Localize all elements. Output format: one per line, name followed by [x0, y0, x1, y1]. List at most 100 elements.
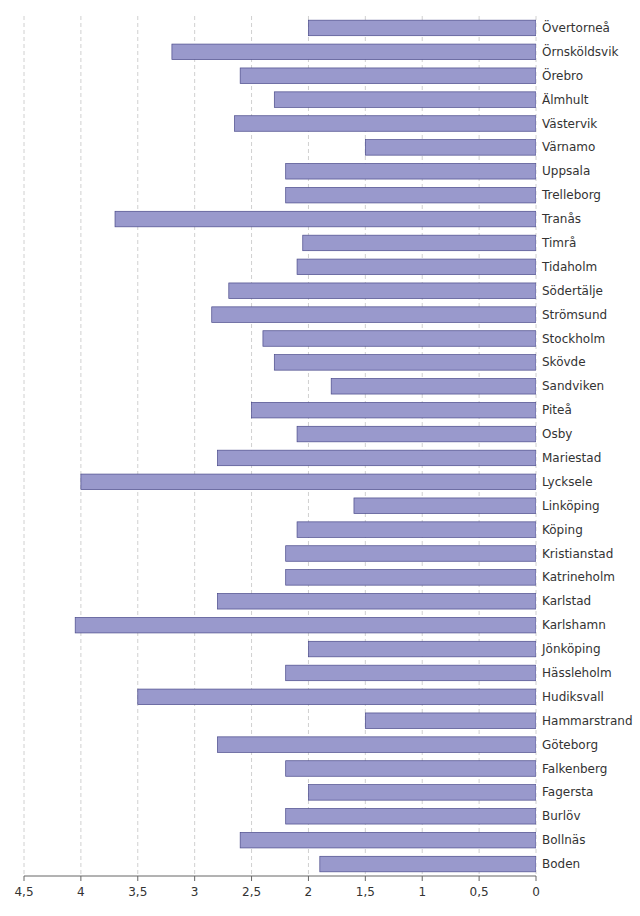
bar [234, 116, 536, 132]
category-label: Skövde [542, 355, 586, 369]
category-label: Uppsala [542, 164, 590, 178]
bar [286, 570, 536, 586]
category-label: Karlshamn [542, 618, 606, 632]
chart-svg: 4,5 4 3,5 3 2,5 2 1,5 1 0,5 0 Övertorneå Örnsköldsv… [0, 0, 640, 916]
bar [286, 164, 536, 180]
chart-container: 4,5 4 3,5 3 2,5 2 1,5 1 0,5 0 Övertorneå Örnsköldsv… [0, 0, 640, 916]
tick-mark [479, 876, 480, 881]
tick-mark [137, 876, 138, 881]
tick-mark [422, 876, 423, 881]
tick-label: 2,5 [242, 885, 261, 899]
category-label: Falkenberg [542, 762, 607, 776]
bar [252, 402, 536, 418]
category-label: Katrineholm [542, 570, 615, 584]
tick-mark [80, 876, 81, 881]
category-label: Örebro [542, 67, 583, 83]
tick-mark [308, 876, 309, 881]
tick-label: 3 [191, 885, 199, 899]
tick-label: 0 [532, 885, 540, 899]
bar [81, 474, 536, 490]
bar [320, 856, 536, 872]
category-label: Timrå [541, 236, 576, 250]
category-label: Sandviken [542, 379, 604, 393]
bar [217, 450, 536, 466]
category-label: Karlstad [542, 594, 591, 608]
x-axis: 4,5 4 3,5 3 2,5 2 1,5 1 0,5 0 [14, 876, 539, 899]
category-label: Boden [542, 857, 580, 871]
category-label: Västervik [542, 117, 597, 131]
bar [75, 617, 536, 633]
tick-mark [365, 876, 366, 881]
bar [308, 641, 536, 657]
category-label: Hässleholm [542, 666, 612, 680]
bar [274, 92, 536, 108]
tick-mark [536, 876, 537, 881]
category-label: Göteborg [542, 738, 598, 752]
bar [229, 283, 536, 299]
tick-label: 2 [305, 885, 313, 899]
category-label: Osby [542, 427, 572, 441]
tick-label: 1,5 [356, 885, 375, 899]
tick-mark [194, 876, 195, 881]
tick-label: 4 [77, 885, 85, 899]
category-label: Hammarstrand [542, 714, 633, 728]
axis-line [24, 876, 536, 877]
grid-line [194, 16, 195, 876]
grid-line [24, 16, 25, 876]
bar [212, 307, 536, 323]
bar [286, 761, 536, 777]
category-label: Piteå [542, 403, 572, 417]
grid-line [137, 16, 138, 876]
tick-mark [24, 876, 25, 881]
tick-mark [251, 876, 252, 881]
category-label: Burlöv [542, 809, 581, 823]
category-label: Mariestad [542, 451, 601, 465]
tick-label: 3,5 [128, 885, 147, 899]
bar [263, 331, 536, 347]
bar [217, 737, 536, 753]
bar [297, 522, 536, 538]
category-label: Värnamo [542, 140, 595, 154]
bar [365, 140, 536, 156]
bar [115, 211, 536, 227]
bar [286, 665, 536, 681]
bar [240, 832, 536, 848]
category-label: Älmhult [542, 92, 589, 107]
category-label: Bollnäs [542, 833, 585, 847]
bar [297, 259, 536, 275]
category-label: Örnsköldsvik [542, 43, 619, 59]
bars [75, 20, 536, 872]
bar [274, 355, 536, 371]
bar [172, 44, 536, 60]
bar [138, 689, 536, 705]
category-label: Lycksele [542, 475, 593, 489]
category-label: Hudiksvall [542, 690, 604, 704]
bar [308, 20, 536, 36]
tick-label: 0,5 [470, 885, 489, 899]
category-label: Strömsund [542, 308, 607, 322]
tick-label: 4,5 [14, 885, 33, 899]
bar [303, 235, 536, 251]
bar [286, 187, 536, 203]
bar [308, 785, 536, 801]
bar [331, 379, 536, 395]
category-label: Stockholm [542, 332, 605, 346]
y-axis: Övertorneå Örnsköldsvik Örebro Älmhult Väste… [541, 19, 633, 871]
category-label: Södertälje [542, 284, 603, 298]
bar [354, 498, 536, 514]
grid [24, 16, 536, 876]
bar [286, 546, 536, 562]
tick-label: 1 [418, 885, 426, 899]
category-label: Köping [542, 523, 583, 537]
category-label: Kristianstad [542, 547, 613, 561]
category-label: Tranås [541, 212, 581, 226]
bar [297, 426, 536, 442]
category-label: Jönköping [541, 642, 601, 656]
category-label: Övertorneå [542, 19, 610, 35]
bar [286, 809, 536, 825]
bar [365, 713, 536, 729]
category-label: Fagersta [542, 785, 593, 799]
bar [240, 68, 536, 84]
category-label: Trelleborg [541, 188, 601, 202]
category-label: Linköping [542, 499, 600, 513]
